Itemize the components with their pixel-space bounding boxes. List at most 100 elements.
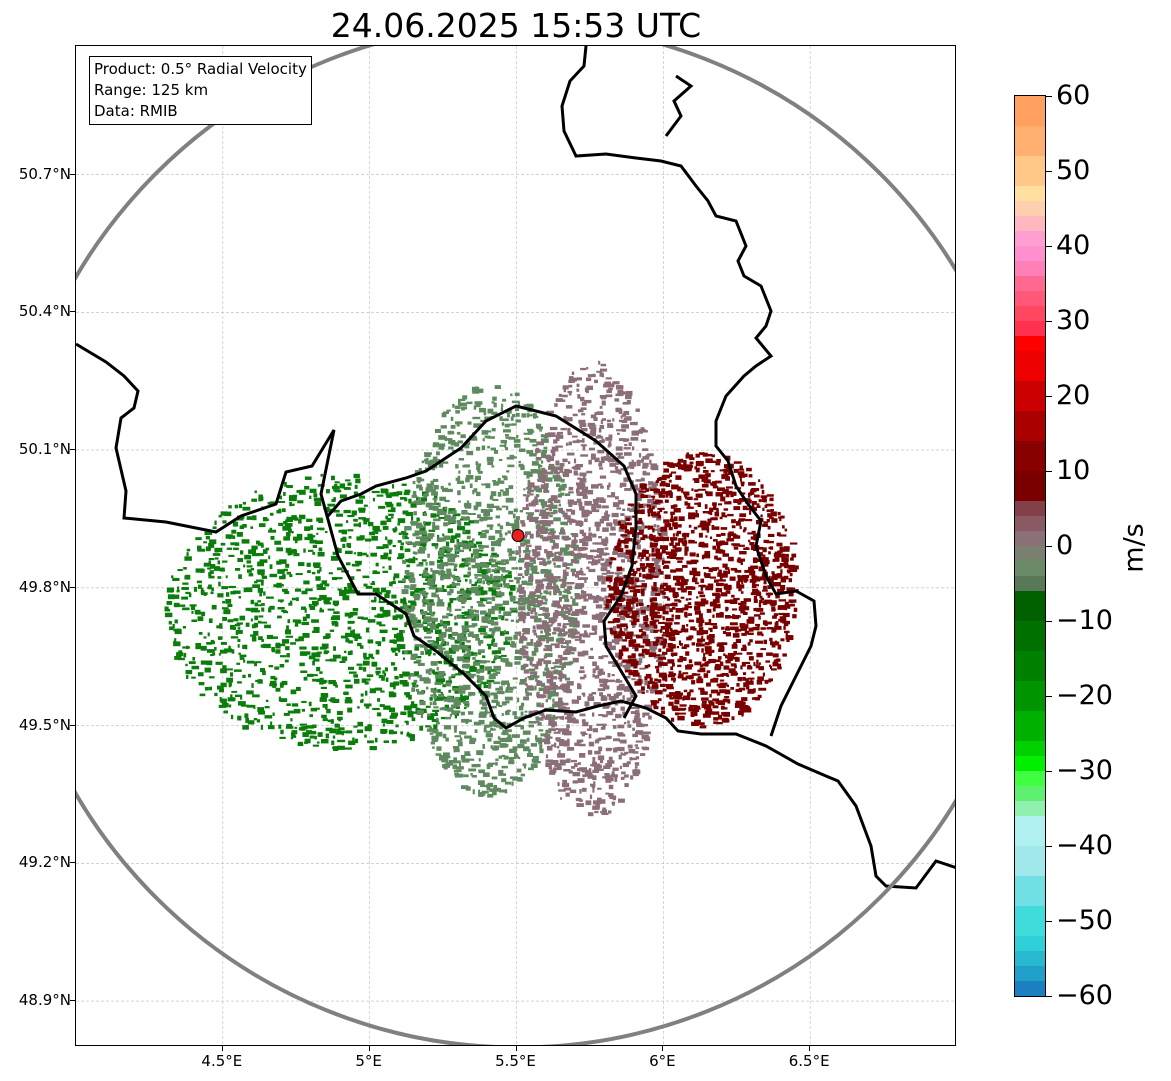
colorbar-segment (1015, 531, 1045, 547)
colorbar-segment (1015, 336, 1045, 352)
colorbar-segment (1015, 846, 1045, 877)
colorbar-segment (1015, 681, 1045, 712)
colorbar-segment (1015, 816, 1045, 847)
colorbar-segment (1015, 876, 1045, 907)
colorbar-segment (1015, 381, 1045, 412)
lat-tick-mark (70, 1000, 75, 1002)
lon-tick-label: 6°E (649, 1052, 676, 1070)
lat-tick-mark (70, 173, 75, 175)
info-range: Range: 125 km (94, 81, 209, 99)
colorbar-segment (1015, 561, 1045, 577)
colorbar-segment (1015, 936, 1045, 952)
colorbar-segment (1015, 741, 1045, 757)
colorbar-tick-mark (1046, 621, 1052, 622)
colorbar-tick-mark (1046, 771, 1052, 772)
colorbar-segment (1015, 711, 1045, 742)
colorbar-segment (1015, 516, 1045, 532)
colorbar-tick-label: −50 (1056, 905, 1113, 936)
colorbar-segment (1015, 621, 1045, 652)
colorbar-tick-mark (1046, 846, 1052, 847)
lat-tick-label: 48.9°N (18, 991, 71, 1010)
luxembourg-border (326, 404, 638, 719)
echo-region-outbound (605, 452, 799, 729)
colorbar-segment (1015, 156, 1045, 187)
radar-echoes (164, 360, 799, 817)
lon-tick-mark (221, 1046, 223, 1051)
chart-title: 24.06.2025 15:53 UTC (330, 6, 702, 45)
info-product: Product: 0.5° Radial Velocity (94, 60, 307, 78)
colorbar-segment (1015, 231, 1045, 247)
colorbar-tick-label: 50 (1056, 155, 1091, 186)
range-ring (76, 46, 955, 1045)
lat-tick-label: 50.1°N (18, 440, 71, 459)
colorbar-segment (1015, 501, 1045, 517)
colorbar-tick-mark (1046, 246, 1052, 247)
colorbar-tick-label: 30 (1056, 305, 1091, 336)
colorbar-segment (1015, 216, 1045, 232)
colorbar-segment (1015, 441, 1045, 472)
colorbar-tick-mark (1046, 471, 1052, 472)
colorbar-segment (1015, 276, 1045, 292)
lat-tick-mark (70, 449, 75, 451)
lon-tick-mark (515, 1046, 517, 1051)
country-borders (76, 46, 955, 890)
lat-tick-label: 49.5°N (18, 715, 71, 734)
lat-tick-mark (70, 862, 75, 864)
colorbar-tick-label: 10 (1056, 455, 1091, 486)
map-area[interactable] (75, 45, 956, 1046)
colorbar-segment (1015, 126, 1045, 157)
colorbar-segment (1015, 651, 1045, 682)
lon-tick-mark (809, 1046, 811, 1051)
colorbar-tick-mark (1046, 171, 1052, 172)
colorbar-tick-mark (1046, 921, 1052, 922)
lon-tick-label: 5°E (355, 1052, 382, 1070)
lat-tick-mark (70, 724, 75, 726)
colorbar-tick-mark (1046, 996, 1052, 997)
colorbar-segment (1015, 411, 1045, 442)
echo-region-near-zero (517, 360, 670, 817)
lat-tick-mark (70, 311, 75, 313)
lat-tick-label: 50.4°N (18, 302, 71, 321)
colorbar-segment (1015, 576, 1045, 592)
colorbar-segment (1015, 591, 1045, 622)
colorbar-tick-label: 20 (1056, 380, 1091, 411)
colorbar-tick-mark (1046, 546, 1052, 547)
lon-tick-mark (662, 1046, 664, 1051)
colorbar-tick-mark (1046, 321, 1052, 322)
belgium-france-border (76, 342, 955, 890)
colorbar (1014, 95, 1046, 997)
lon-tick-label: 4.5°E (201, 1052, 243, 1070)
colorbar-segment (1015, 246, 1045, 262)
radar-map (76, 46, 955, 1045)
lon-tick-label: 6.5°E (788, 1052, 830, 1070)
colorbar-tick-label: −10 (1056, 605, 1113, 636)
colorbar-tick-label: −20 (1056, 680, 1113, 711)
colorbar-tick-label: −60 (1056, 980, 1113, 1011)
radar-site-marker (511, 528, 525, 542)
colorbar-segment (1015, 321, 1045, 337)
echo-region-inbound-strong (164, 473, 521, 751)
info-source: Data: RMIB (94, 102, 178, 120)
graticule (76, 46, 955, 1045)
colorbar-tick-label: −30 (1056, 755, 1113, 786)
colorbar-segment (1015, 951, 1045, 967)
colorbar-segment (1015, 906, 1045, 937)
colorbar-tick-mark (1046, 396, 1052, 397)
colorbar-segment (1015, 546, 1045, 562)
colorbar-segment (1015, 291, 1045, 307)
lat-tick-mark (70, 586, 75, 588)
colorbar-tick-label: 0 (1056, 530, 1074, 561)
colorbar-unit-label: m/s (1118, 523, 1150, 573)
colorbar-segment (1015, 96, 1045, 127)
colorbar-segment (1015, 756, 1045, 772)
colorbar-tick-mark (1046, 96, 1052, 97)
colorbar-segment (1015, 351, 1045, 382)
colorbar-segment (1015, 471, 1045, 502)
colorbar-tick-mark (1046, 696, 1052, 697)
lon-tick-label: 5.5°E (495, 1052, 536, 1070)
colorbar-segment (1015, 201, 1045, 217)
lat-tick-label: 49.8°N (18, 577, 71, 596)
colorbar-tick-label: 60 (1056, 80, 1091, 111)
colorbar-segment (1015, 306, 1045, 322)
lat-tick-label: 49.2°N (18, 853, 71, 872)
